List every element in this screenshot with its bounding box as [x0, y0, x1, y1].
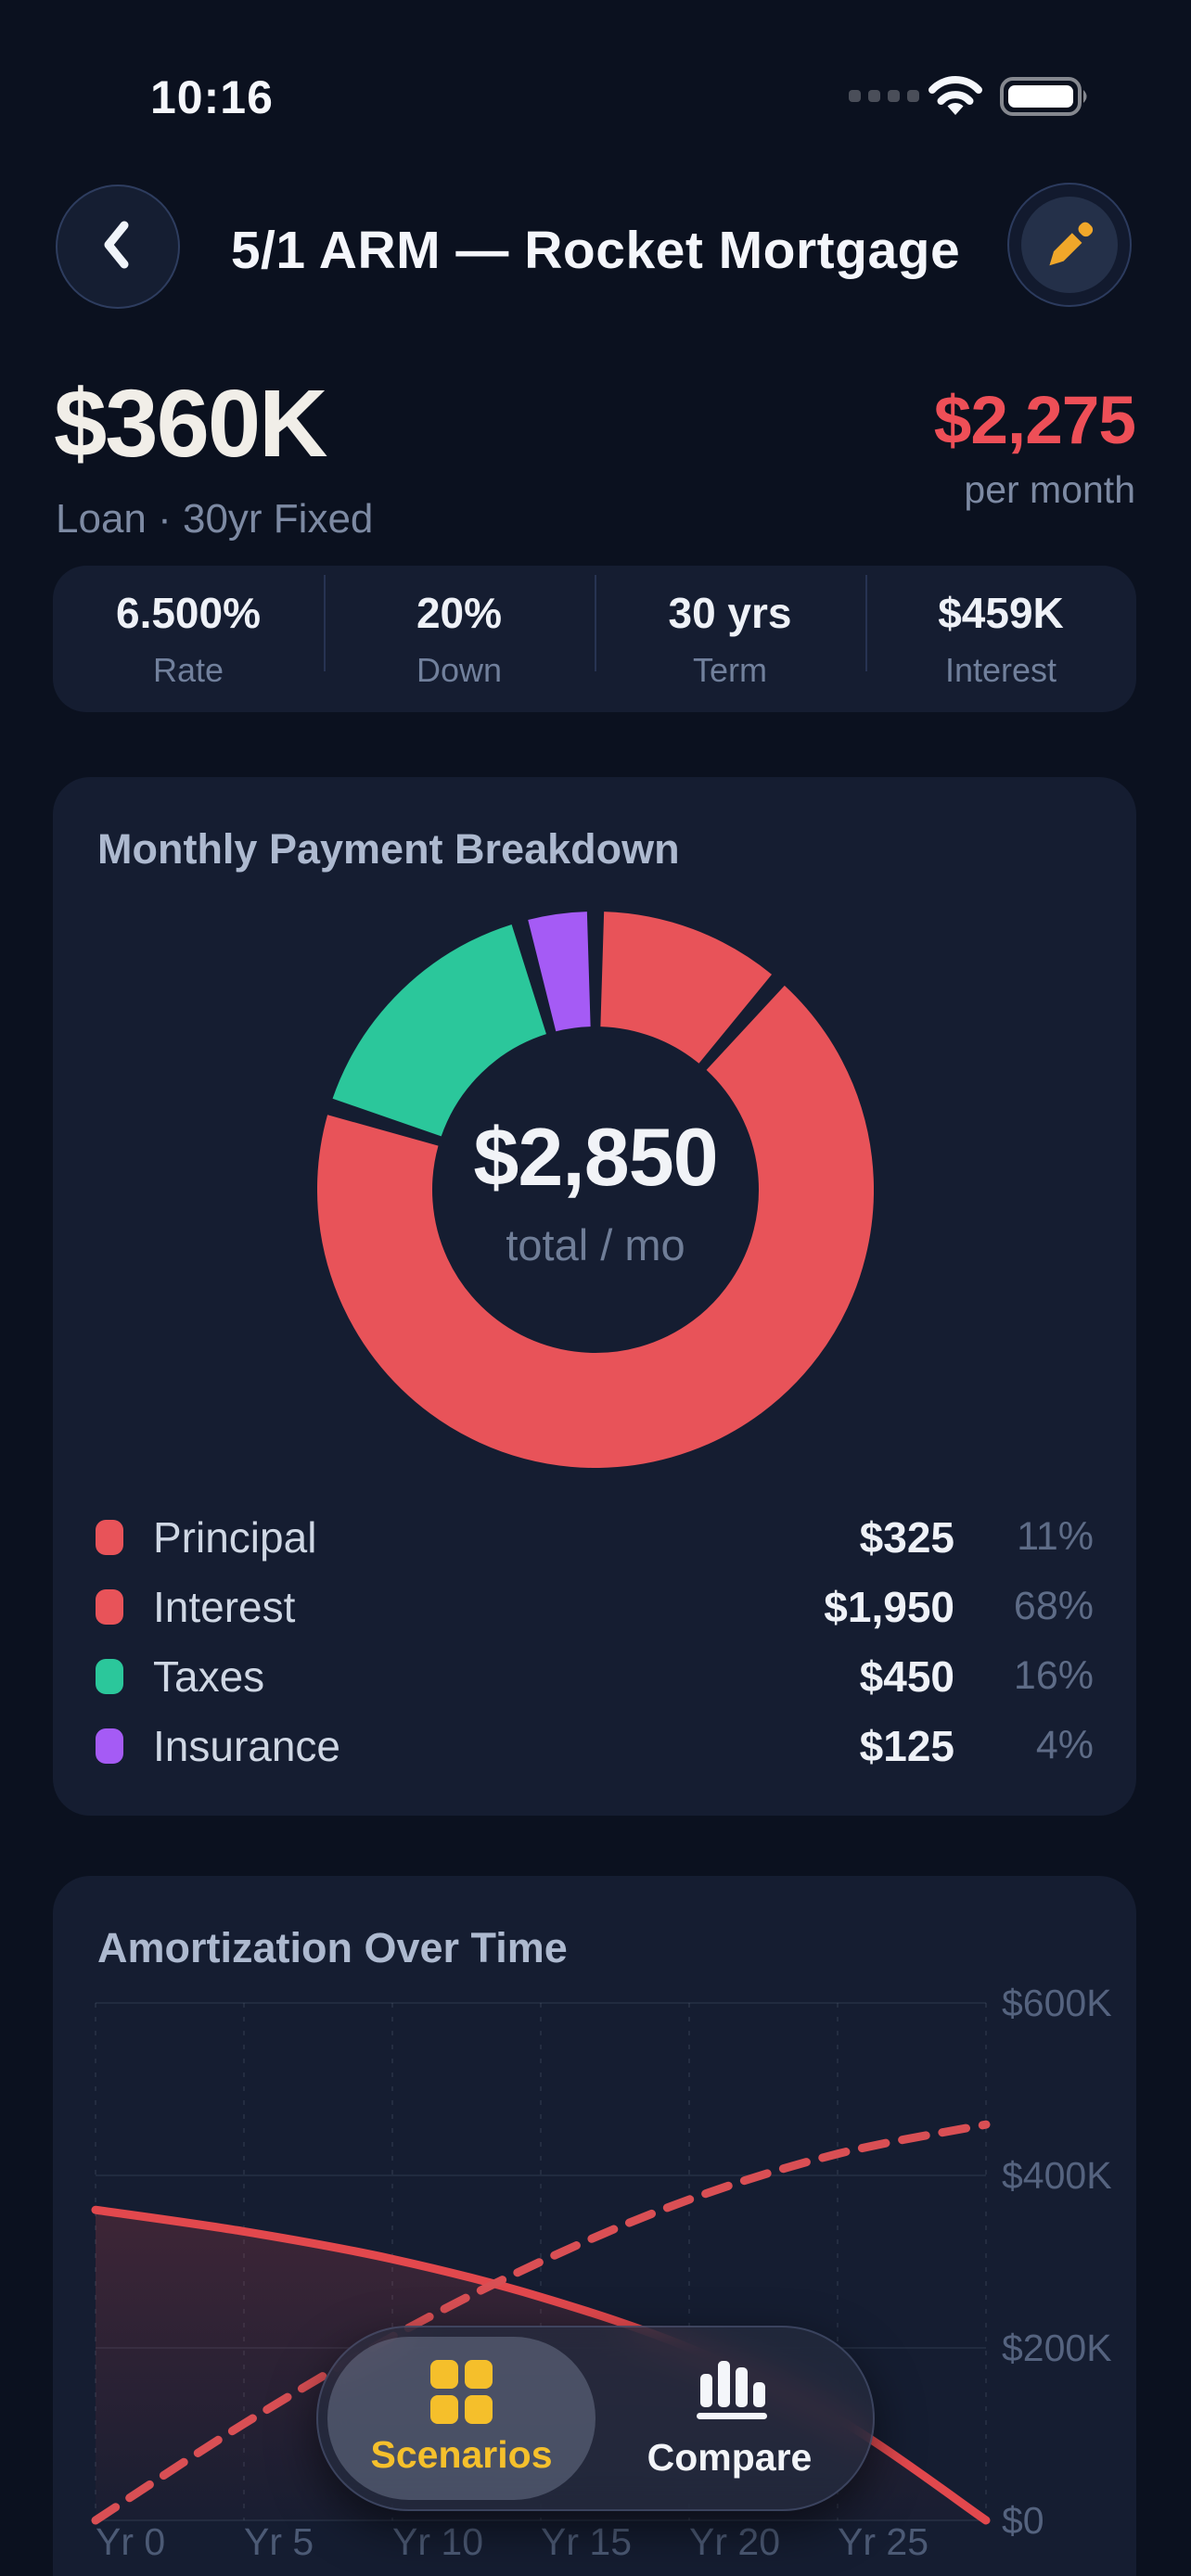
- breakdown-title: Monthly Payment Breakdown: [97, 825, 680, 873]
- status-time: 10:16: [150, 71, 274, 123]
- svg-text:$600K: $600K: [1002, 1982, 1112, 2024]
- donut-legend: Principal $325 11% Interest $1,950 68% T…: [96, 1502, 1094, 1780]
- cellular-signal-icon: [849, 90, 919, 102]
- tab-compare[interactable]: Compare: [596, 2337, 864, 2500]
- loan-subtitle: Loan · 30yr Fixed: [56, 496, 374, 542]
- back-button[interactable]: [56, 185, 180, 309]
- donut-center-label: $2,850 total / mo: [317, 912, 874, 1468]
- principal-swatch: [96, 1519, 123, 1555]
- legend-row-insurance: Insurance $125 4%: [96, 1711, 1094, 1780]
- svg-text:Yr 5: Yr 5: [244, 2520, 314, 2563]
- pencil-icon: [1021, 197, 1118, 293]
- loan-amount: $360K: [54, 370, 328, 477]
- svg-text:Yr 10: Yr 10: [392, 2520, 483, 2563]
- stat-rate: 6.500% Rate: [115, 589, 261, 689]
- donut-total-caption: total / mo: [506, 1219, 685, 1269]
- legend-row-interest: Interest $1,950 68%: [96, 1572, 1094, 1641]
- donut-total-value: $2,850: [473, 1110, 718, 1203]
- amortization-title: Amortization Over Time: [97, 1924, 568, 1971]
- loan-stats-card: 6.500% Rate 20% Down 30 yrs Term $459K I…: [53, 566, 1136, 712]
- stat-down: 20% Down: [324, 575, 595, 690]
- stat-interest: $459K Interest: [865, 575, 1136, 690]
- svg-text:$0: $0: [1002, 2499, 1044, 2542]
- legend-row-taxes: Taxes $450 16%: [96, 1641, 1094, 1711]
- tab-scenarios[interactable]: Scenarios: [327, 2337, 596, 2500]
- svg-text:$200K: $200K: [1002, 2327, 1112, 2369]
- bottom-tab-bar: Scenarios Compare: [316, 2326, 875, 2511]
- wifi-icon: [928, 74, 983, 121]
- grid-icon: [430, 2360, 493, 2424]
- payment-donut-chart: $2,850 total / mo: [317, 912, 874, 1468]
- battery-icon: [1000, 76, 1091, 121]
- payment-breakdown-card: Monthly Payment Breakdown $2,850 total /…: [53, 777, 1136, 1816]
- insurance-swatch: [96, 1728, 123, 1764]
- monthly-payment: $2,275: [933, 383, 1136, 458]
- legend-row-principal: Principal $325 11%: [96, 1502, 1094, 1572]
- chevron-left-icon: [85, 212, 150, 282]
- svg-text:Yr 0: Yr 0: [96, 2520, 165, 2563]
- svg-text:Yr 15: Yr 15: [541, 2520, 632, 2563]
- interest-swatch: [96, 1588, 123, 1625]
- svg-text:Yr 20: Yr 20: [689, 2520, 780, 2563]
- page-title: 5/1 ARM — Rocket Mortgage: [230, 221, 961, 280]
- taxes-swatch: [96, 1658, 123, 1694]
- edit-button[interactable]: [1007, 183, 1132, 307]
- stat-term: 30 yrs Term: [595, 575, 865, 690]
- svg-text:$400K: $400K: [1002, 2154, 1112, 2197]
- monthly-payment-caption: per month: [964, 468, 1135, 511]
- bar-chart-icon: [687, 2357, 773, 2427]
- svg-text:Yr 25: Yr 25: [838, 2520, 928, 2563]
